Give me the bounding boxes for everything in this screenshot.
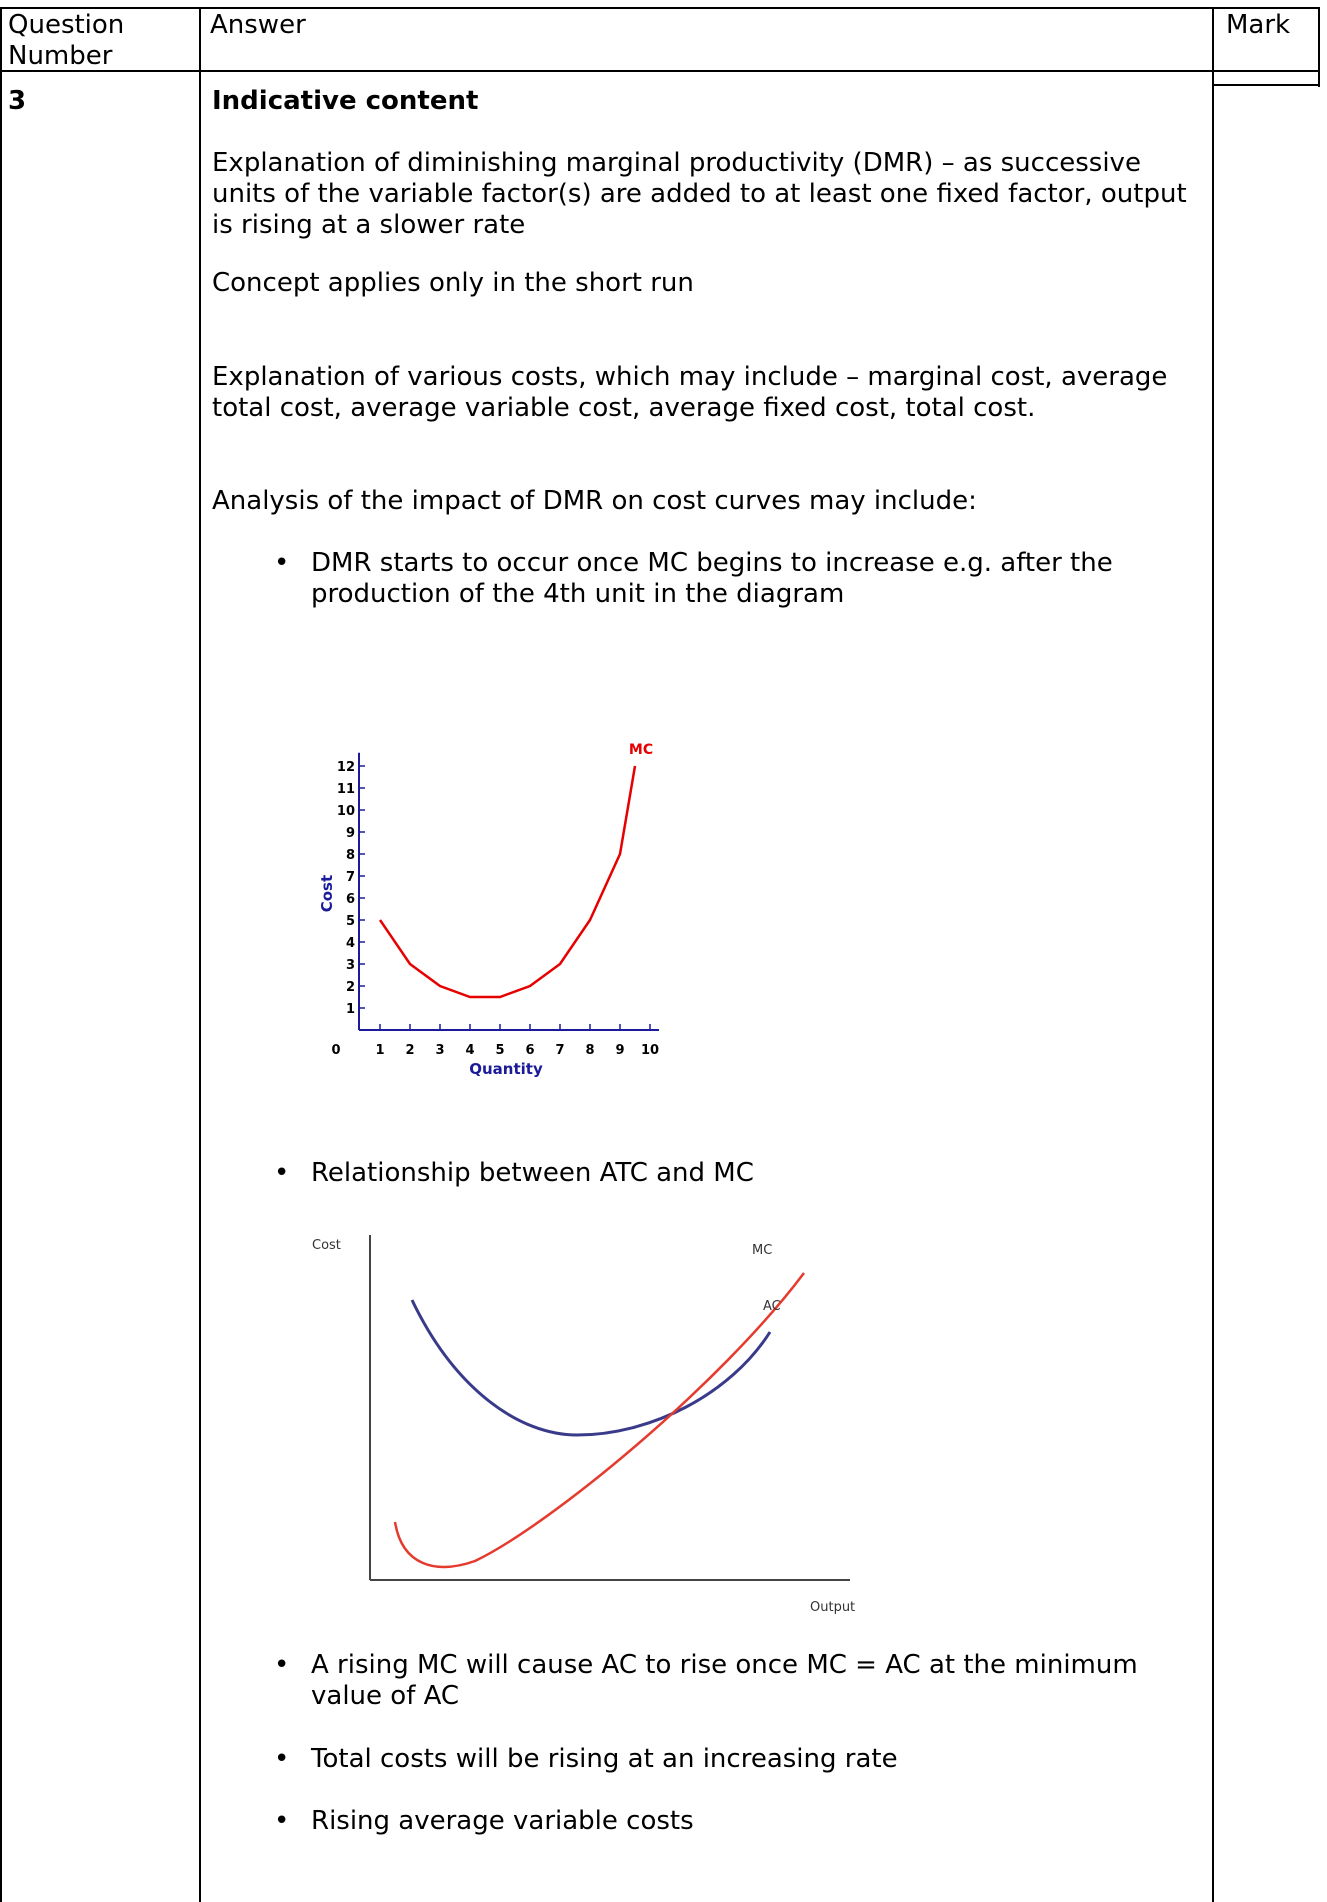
x-axis-label: Quantity [469,1060,543,1078]
paragraph-analysis: Analysis of the impact of DMR on cost cu… [212,486,977,516]
x-tick-label: 4 [465,1043,474,1058]
table-border-left [0,7,2,1902]
x-axis-label: Output [810,1600,855,1615]
bullet-dot: • [274,1650,290,1680]
header-answer: Answer [210,10,306,40]
ac-mc-chart: Cost Output MC AC [312,1235,855,1615]
y-axis-label: Cost [312,1238,341,1253]
y-tick-label: 3 [346,958,355,973]
x-tick-label: 8 [585,1043,594,1058]
section-heading: Indicative content [212,86,479,116]
paragraph-short-run: Concept applies only in the short run [212,268,694,298]
header-divider [0,70,1320,72]
y-tick-label: 12 [337,760,355,775]
bullet-rising-mc: A rising MC will cause AC to rise once M… [311,1650,1138,1711]
y-tick-label: 1 [346,1002,355,1017]
x-tick-label: 5 [495,1043,504,1058]
paragraph-dmr-explanation: Explanation of diminishing marginal prod… [212,148,1187,240]
ac-curve-label: AC [763,1299,781,1314]
x-tick-label: 3 [435,1043,444,1058]
y-axis-label: Cost [318,875,336,912]
bullet-atc-mc: Relationship between ATC and MC [311,1158,754,1188]
bullet-avc: Rising average variable costs [311,1806,694,1836]
bullet-dot: • [274,1744,290,1774]
question-number: 3 [8,86,27,116]
y-tick-label: 4 [346,936,355,951]
bullet-dot: • [274,1806,290,1836]
column-divider-2 [1212,7,1214,1902]
mark-header-bottom [1213,84,1320,86]
mc-curve [393,1272,805,1569]
y-tick-label: 6 [346,892,355,907]
x-tick-label: 2 [405,1043,414,1058]
y-tick-label: 7 [346,870,355,885]
bullet-total-costs: Total costs will be rising at an increas… [311,1744,898,1774]
mc-curve-label: MC [629,742,653,758]
ac-curve [410,1299,772,1437]
column-divider-1 [199,7,201,1902]
mc-curve-label: MC [752,1243,772,1258]
bullet-dmr-mc: DMR starts to occur once MC begins to in… [311,548,1113,609]
x-tick-label: 7 [555,1043,564,1058]
bullet-dot: • [274,1158,290,1188]
y-tick-label: 10 [337,804,355,819]
mc-curve [378,765,637,999]
bullet-dot: • [274,548,290,578]
x-tick-label: 6 [525,1043,534,1058]
table-border-top [0,7,1320,9]
y-tick-label: 11 [337,782,355,797]
x-tick-label: 1 [375,1043,384,1058]
y-tick-label: 5 [346,914,355,929]
y-tick-label: 8 [346,848,355,863]
x-tick-label: 10 [641,1043,659,1058]
paragraph-costs: Explanation of various costs, which may … [212,362,1168,423]
header-mark: Mark [1226,10,1291,40]
header-question-number: Question Number [8,10,125,71]
y-tick-label: 9 [346,826,355,841]
table-border-right [1318,7,1320,87]
y-tick-label: 2 [346,980,355,995]
x-tick-label: 9 [615,1043,624,1058]
x-tick-label: 0 [331,1043,340,1058]
